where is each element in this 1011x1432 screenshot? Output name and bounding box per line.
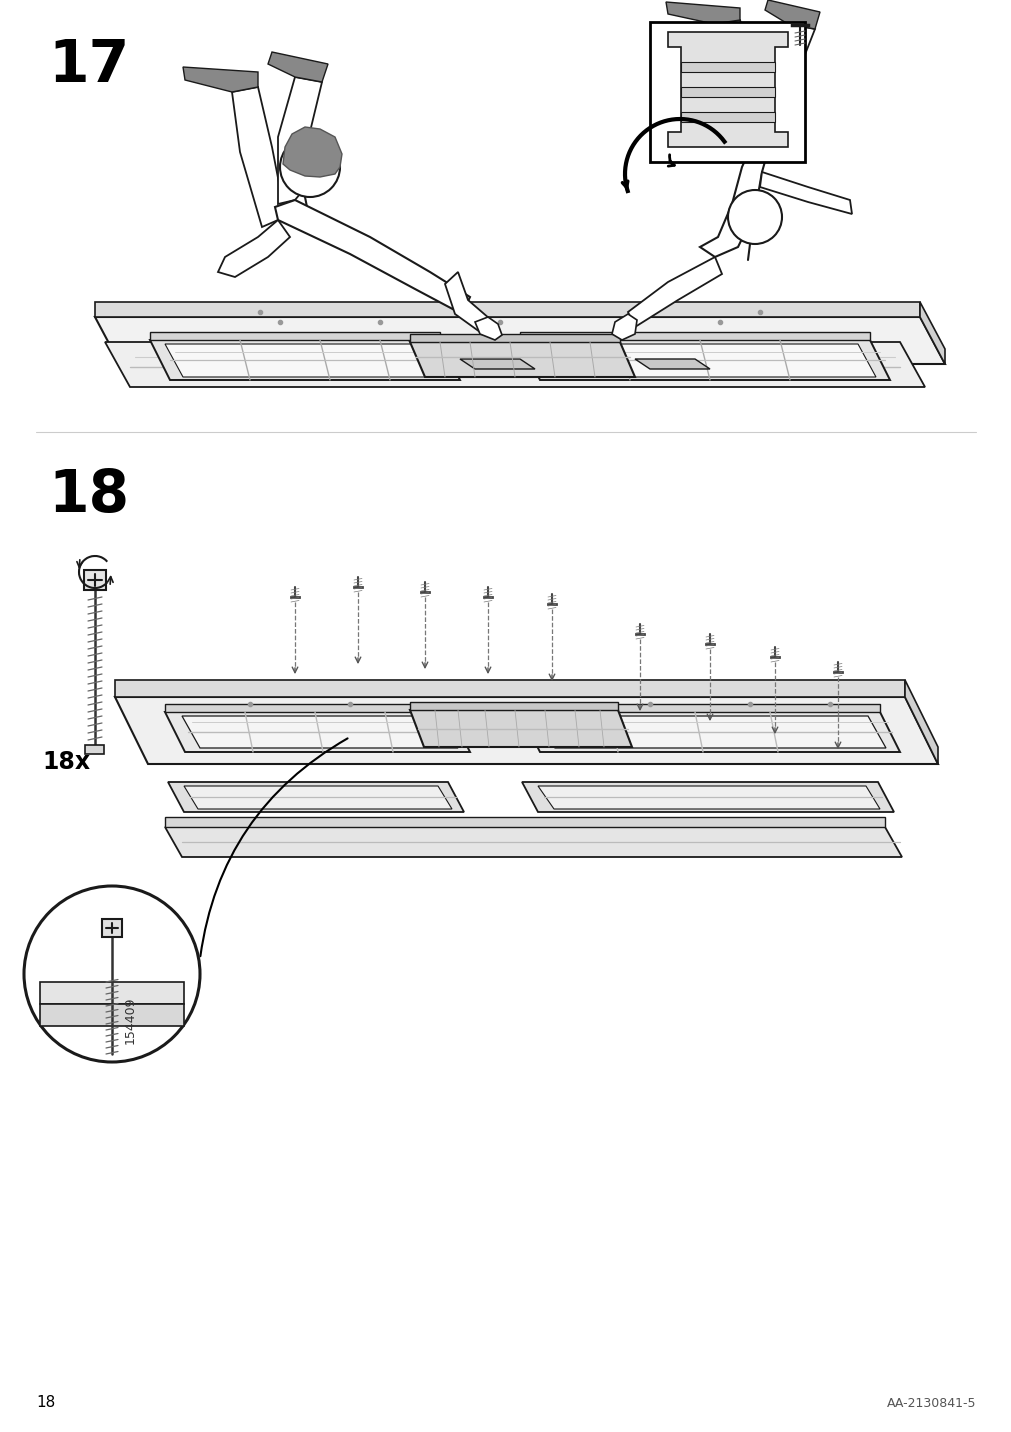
- FancyBboxPatch shape: [649, 21, 804, 162]
- Polygon shape: [667, 32, 788, 147]
- Circle shape: [727, 190, 782, 243]
- Polygon shape: [665, 1, 739, 24]
- Polygon shape: [115, 697, 937, 765]
- Polygon shape: [714, 20, 767, 140]
- Polygon shape: [165, 712, 469, 752]
- Text: 18: 18: [36, 1395, 56, 1411]
- Polygon shape: [115, 680, 904, 697]
- Polygon shape: [165, 828, 901, 856]
- Polygon shape: [757, 24, 814, 142]
- FancyBboxPatch shape: [102, 919, 122, 937]
- Polygon shape: [165, 818, 885, 828]
- Text: AA-2130841-5: AA-2130841-5: [886, 1398, 975, 1411]
- Polygon shape: [460, 359, 535, 369]
- Polygon shape: [40, 1004, 184, 1025]
- Polygon shape: [268, 52, 328, 82]
- Polygon shape: [278, 77, 321, 203]
- Polygon shape: [105, 342, 924, 387]
- Polygon shape: [520, 332, 869, 339]
- Polygon shape: [474, 316, 501, 339]
- Polygon shape: [680, 62, 774, 72]
- Polygon shape: [628, 256, 721, 326]
- Polygon shape: [537, 716, 885, 748]
- Polygon shape: [522, 782, 893, 812]
- FancyBboxPatch shape: [85, 745, 104, 753]
- Text: 154409: 154409: [123, 997, 136, 1044]
- Polygon shape: [168, 782, 463, 812]
- Polygon shape: [409, 710, 632, 748]
- Polygon shape: [184, 786, 452, 809]
- Polygon shape: [445, 272, 489, 332]
- Text: 17: 17: [48, 37, 129, 95]
- Polygon shape: [764, 0, 819, 29]
- Polygon shape: [520, 339, 889, 379]
- Circle shape: [24, 886, 200, 1063]
- Polygon shape: [183, 67, 258, 92]
- Polygon shape: [182, 716, 458, 748]
- Polygon shape: [283, 127, 342, 178]
- Circle shape: [280, 137, 340, 198]
- Polygon shape: [409, 334, 620, 342]
- Polygon shape: [535, 344, 876, 377]
- Polygon shape: [634, 359, 710, 369]
- Polygon shape: [95, 302, 919, 316]
- Polygon shape: [520, 712, 899, 752]
- Polygon shape: [919, 302, 944, 364]
- Polygon shape: [612, 314, 636, 339]
- Polygon shape: [232, 87, 285, 228]
- Polygon shape: [700, 132, 771, 256]
- Polygon shape: [538, 786, 880, 809]
- Polygon shape: [409, 342, 634, 377]
- Polygon shape: [759, 172, 851, 213]
- Polygon shape: [165, 344, 448, 377]
- Polygon shape: [150, 332, 440, 339]
- Polygon shape: [520, 705, 880, 712]
- Text: 18x: 18x: [42, 750, 90, 775]
- Polygon shape: [150, 339, 460, 379]
- Polygon shape: [680, 87, 774, 97]
- Polygon shape: [217, 221, 290, 276]
- Polygon shape: [95, 316, 944, 364]
- Polygon shape: [409, 702, 618, 710]
- Polygon shape: [165, 705, 450, 712]
- Polygon shape: [40, 982, 184, 1004]
- Text: 18: 18: [48, 467, 129, 524]
- FancyBboxPatch shape: [84, 570, 106, 590]
- Polygon shape: [904, 680, 937, 765]
- Polygon shape: [275, 200, 469, 314]
- Polygon shape: [680, 112, 774, 122]
